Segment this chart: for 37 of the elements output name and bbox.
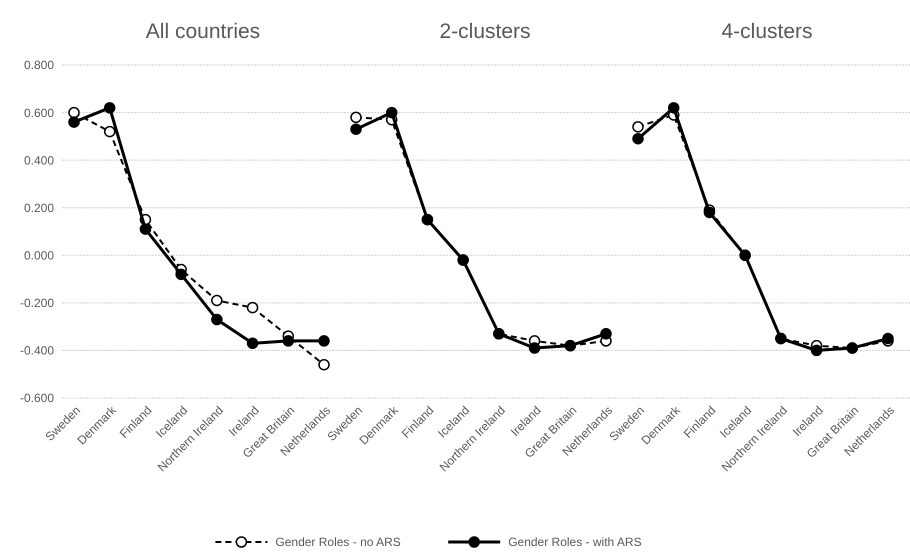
y-tick-label: 0.200 — [24, 200, 54, 215]
point — [104, 126, 116, 138]
y-tick-label: 0.400 — [24, 153, 54, 168]
point — [632, 132, 644, 144]
point — [632, 121, 644, 133]
point — [175, 268, 187, 280]
chart-title: All countries — [146, 20, 260, 43]
point — [68, 106, 80, 118]
legend-label: Gender Roles - no ARS — [275, 535, 401, 550]
legend-label: Gender Roles - with ARS — [508, 535, 642, 550]
point — [810, 344, 822, 356]
point — [386, 106, 398, 118]
chart-title: 4-clusters — [721, 20, 813, 43]
y-tick-label: -0.400 — [20, 344, 54, 358]
chart-title: 2-clusters — [439, 20, 531, 43]
point — [528, 342, 540, 354]
point — [246, 338, 258, 350]
y-tick-label: -0.200 — [20, 296, 54, 310]
y-tick-label: 0.800 — [24, 58, 54, 72]
point — [140, 223, 152, 235]
y-tick-label: 0.600 — [24, 106, 54, 120]
point — [350, 123, 362, 135]
point — [318, 358, 330, 370]
point — [600, 328, 612, 340]
point — [246, 302, 258, 314]
point — [282, 335, 294, 347]
point — [211, 314, 223, 326]
point — [350, 112, 362, 124]
point — [104, 102, 116, 114]
point — [704, 206, 716, 218]
point — [211, 294, 223, 306]
y-tick-label: -0.600 — [20, 391, 54, 406]
point — [668, 102, 680, 114]
point — [318, 335, 330, 347]
y-tick-label: 0.000 — [24, 248, 54, 262]
point — [882, 332, 894, 344]
point — [68, 116, 80, 128]
